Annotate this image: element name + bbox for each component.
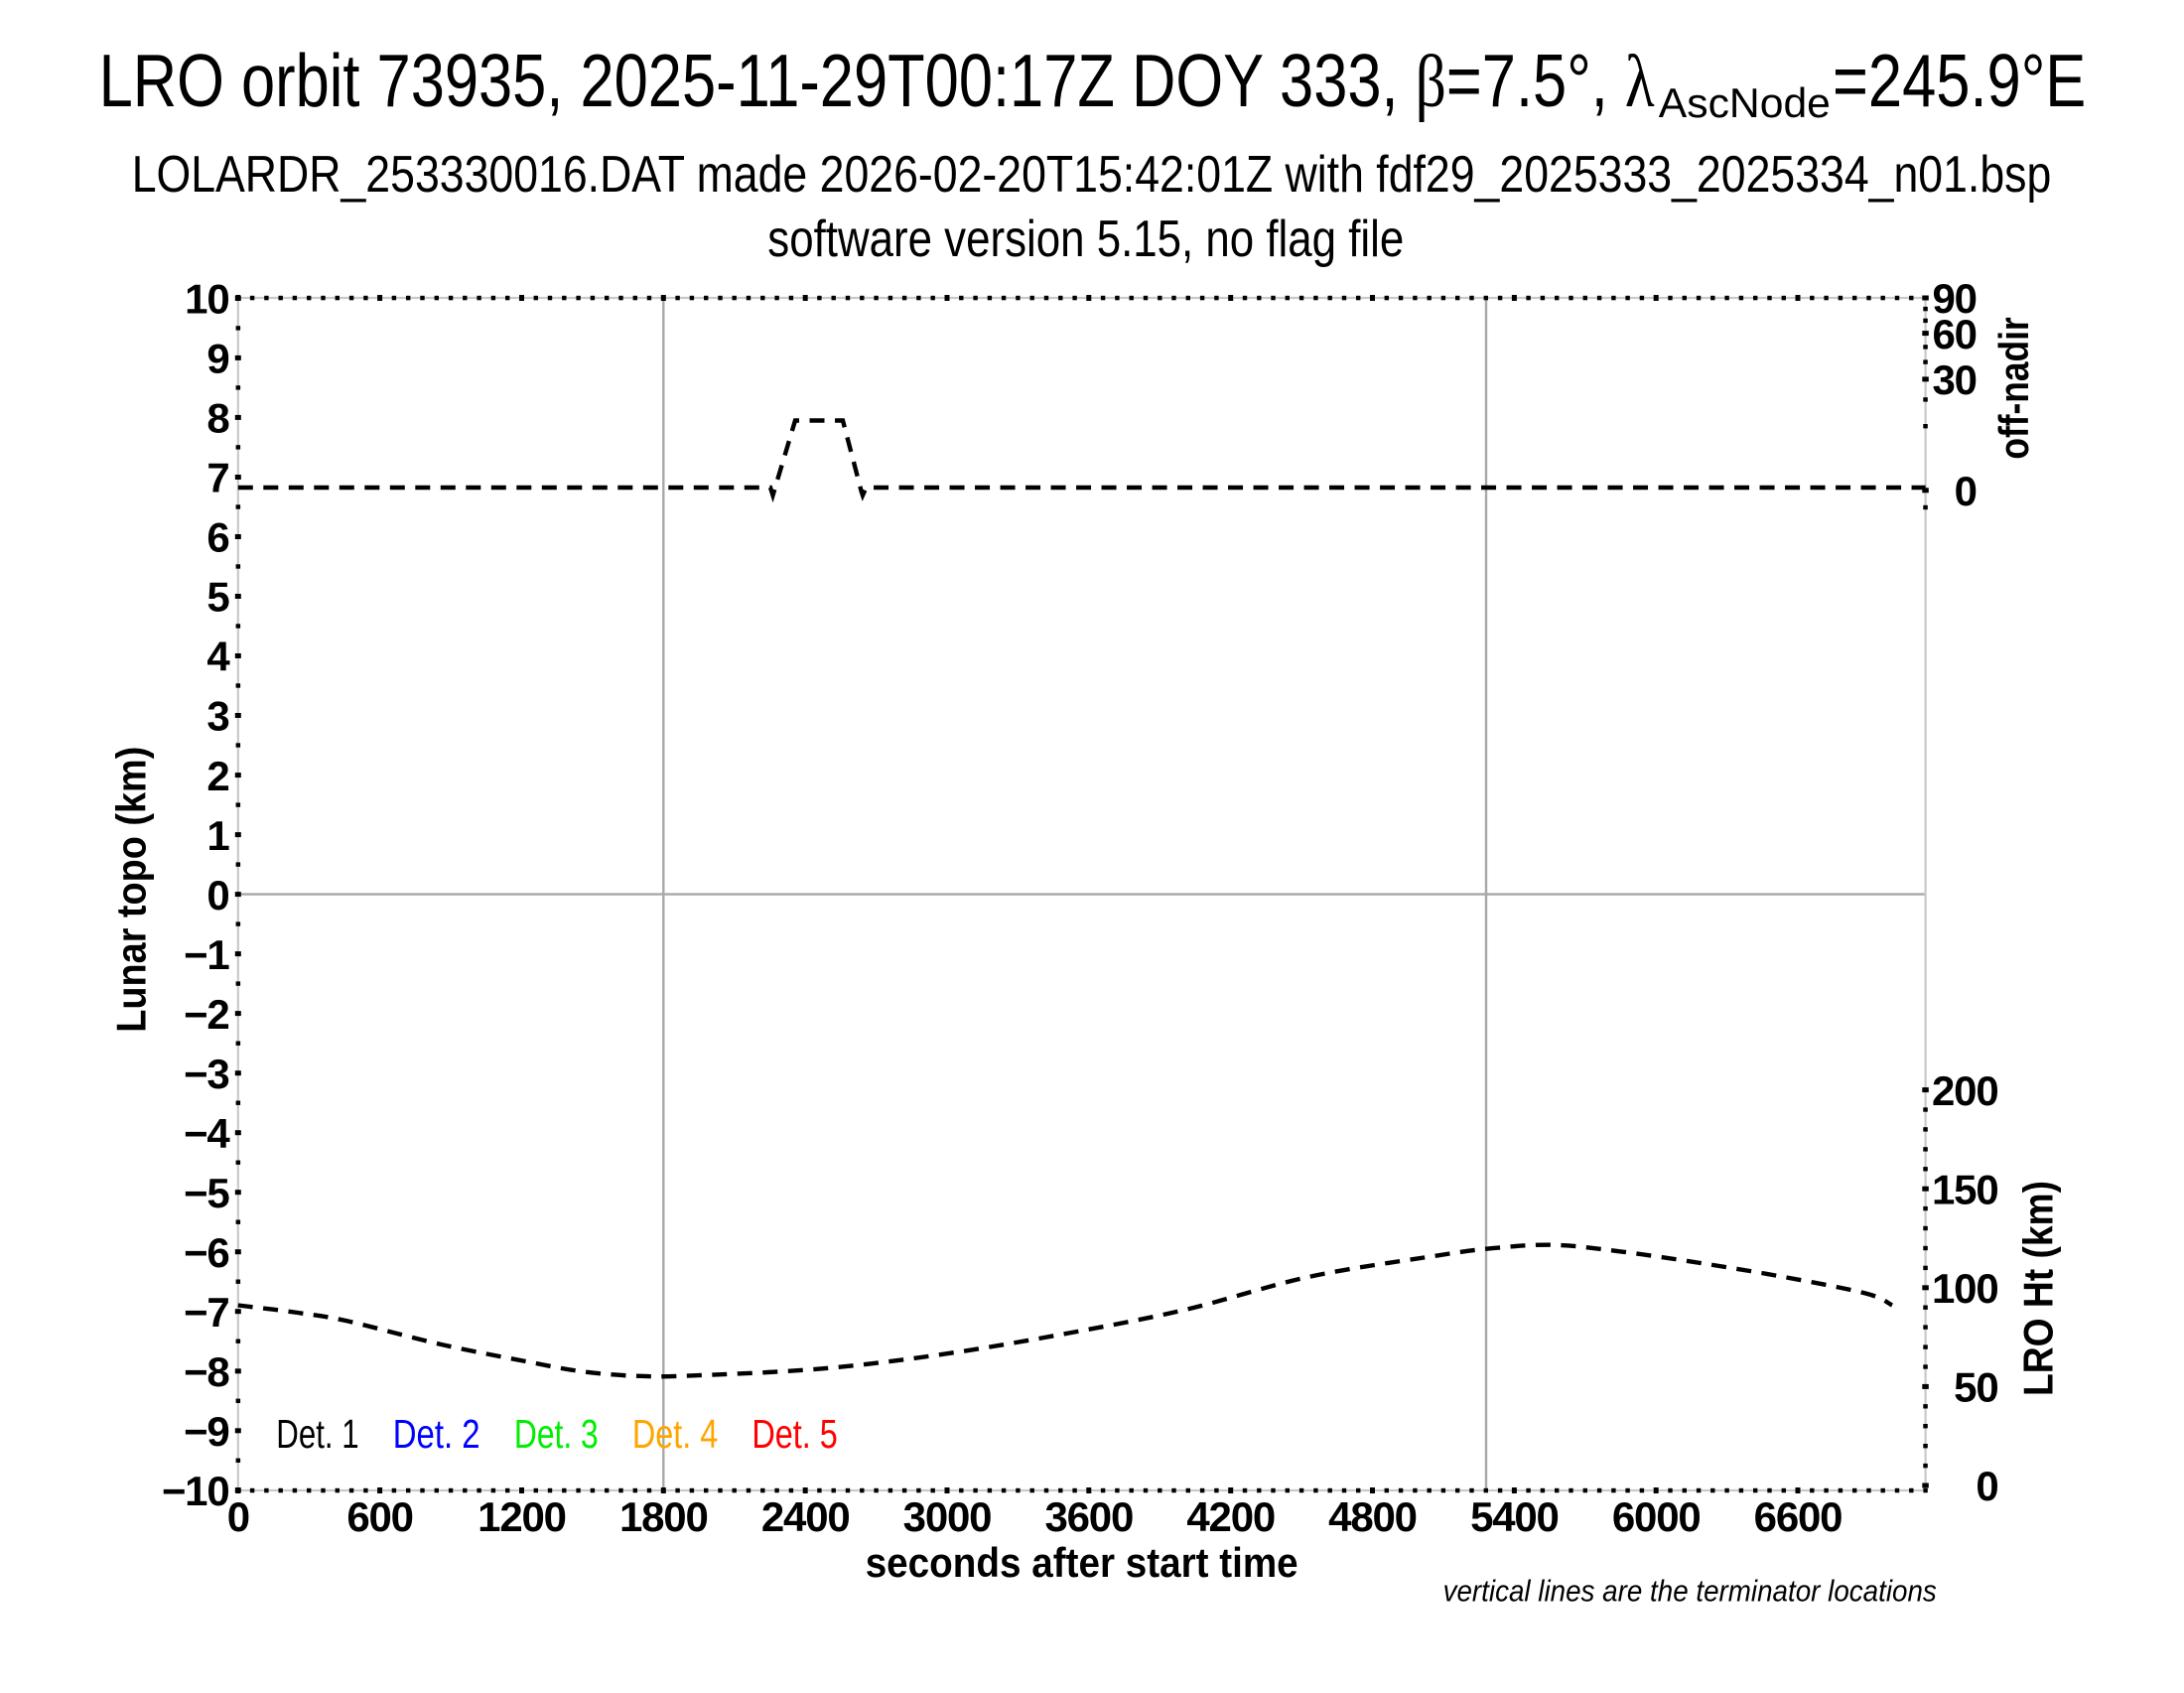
svg-text:−9: −9 <box>184 1408 229 1455</box>
svg-text:8: 8 <box>206 395 229 442</box>
svg-text:6000: 6000 <box>1612 1493 1701 1540</box>
svg-text:−5: −5 <box>184 1170 229 1216</box>
svg-text:1200: 1200 <box>478 1493 566 1540</box>
svg-text:0: 0 <box>1976 1463 1997 1509</box>
svg-text:2400: 2400 <box>761 1493 850 1540</box>
svg-text:4800: 4800 <box>1328 1493 1417 1540</box>
svg-text:0: 0 <box>227 1493 249 1540</box>
svg-text:100: 100 <box>1932 1265 1997 1312</box>
svg-text:Det. 4: Det. 4 <box>632 1411 718 1457</box>
svg-text:3000: 3000 <box>903 1493 992 1540</box>
svg-text:0: 0 <box>206 872 228 918</box>
svg-text:seconds after start time: seconds after start time <box>866 1539 1298 1586</box>
svg-text:50: 50 <box>1954 1364 1997 1411</box>
svg-text:Det. 1: Det. 1 <box>276 1411 358 1457</box>
svg-text:3600: 3600 <box>1044 1493 1133 1540</box>
svg-text:vertical lines are the termina: vertical lines are the terminator locati… <box>1443 1574 1937 1609</box>
svg-text:60: 60 <box>1932 311 1976 357</box>
svg-text:−7: −7 <box>184 1289 229 1336</box>
svg-text:Det. 5: Det. 5 <box>751 1411 837 1457</box>
svg-text:2: 2 <box>206 753 228 799</box>
svg-text:5400: 5400 <box>1470 1493 1559 1540</box>
svg-text:Lunar topo (km): Lunar topo (km) <box>108 747 155 1033</box>
svg-text:−2: −2 <box>184 991 229 1038</box>
svg-text:LRO orbit 73935, 2025-11-29T00: LRO orbit 73935, 2025-11-29T00:17Z DOY 3… <box>99 39 1655 123</box>
svg-text:0: 0 <box>1955 468 1977 514</box>
svg-text:30: 30 <box>1932 356 1976 403</box>
svg-text:10: 10 <box>185 276 228 323</box>
svg-text:200: 200 <box>1932 1067 1997 1114</box>
svg-text:90: 90 <box>1932 275 1976 322</box>
svg-text:Det. 2: Det. 2 <box>393 1411 480 1457</box>
svg-text:9: 9 <box>206 336 228 382</box>
svg-text:4200: 4200 <box>1186 1493 1275 1540</box>
svg-text:150: 150 <box>1932 1166 1997 1212</box>
svg-text:−8: −8 <box>184 1348 229 1395</box>
svg-text:−6: −6 <box>184 1229 229 1276</box>
svg-text:6600: 6600 <box>1754 1493 1843 1540</box>
svg-text:−1: −1 <box>184 931 229 978</box>
svg-text:600: 600 <box>346 1493 412 1540</box>
svg-text:7: 7 <box>206 455 228 501</box>
svg-text:=245.9°E: =245.9°E <box>1833 39 2086 122</box>
svg-text:LRO Ht (km): LRO Ht (km) <box>2015 1181 2062 1396</box>
svg-text:LOLARDR_253330016.DAT made 202: LOLARDR_253330016.DAT made 2026-02-20T15… <box>132 146 2052 204</box>
svg-text:−4: −4 <box>184 1110 230 1157</box>
svg-text:6: 6 <box>206 514 228 561</box>
svg-text:1: 1 <box>206 812 229 859</box>
svg-text:−10: −10 <box>162 1468 229 1514</box>
svg-text:−3: −3 <box>184 1051 229 1097</box>
svg-text:Det. 3: Det. 3 <box>514 1411 599 1457</box>
svg-text:5: 5 <box>206 574 229 621</box>
svg-text:AscNode: AscNode <box>1659 79 1831 126</box>
svg-text:4: 4 <box>206 634 230 680</box>
svg-text:1800: 1800 <box>619 1493 708 1540</box>
svg-text:3: 3 <box>206 693 228 740</box>
svg-text:software version 5.15, no flag: software version 5.15, no flag file <box>767 211 1404 268</box>
svg-text:off-nadir: off-nadir <box>1990 317 2037 459</box>
